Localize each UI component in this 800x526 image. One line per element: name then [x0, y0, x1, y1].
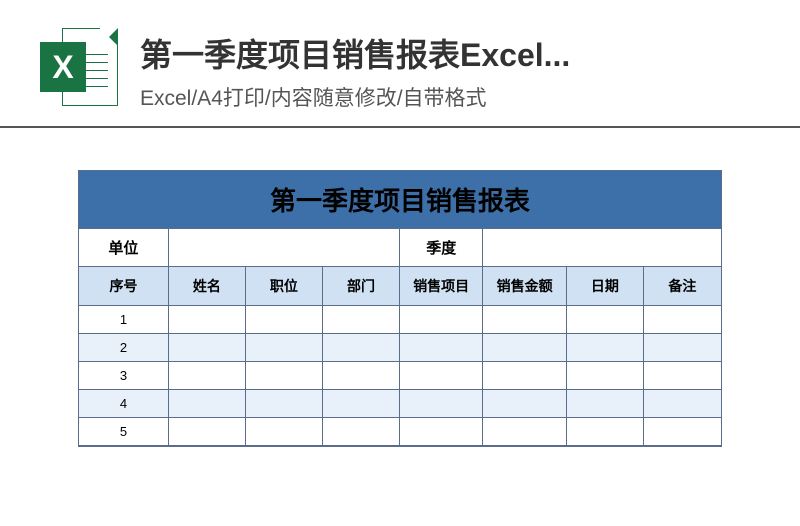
page-subtitle: Excel/A4打印/内容随意修改/自带格式: [140, 82, 760, 112]
table-cell: [567, 418, 644, 446]
table-row: 1: [79, 306, 721, 334]
table-cell: 1: [79, 306, 169, 334]
table-cell: [644, 362, 721, 390]
table-cell: [400, 390, 483, 418]
header-text: 第一季度项目销售报表Excel... Excel/A4打印/内容随意修改/自带格…: [140, 28, 760, 112]
table-cell: [483, 418, 566, 446]
excel-icon-letter: X: [40, 42, 86, 92]
info-row: 单位 季度: [79, 229, 721, 267]
col-header: 序号: [79, 267, 169, 306]
table-cell: [644, 418, 721, 446]
info-quarter-label: 季度: [400, 229, 483, 267]
table-cell: [567, 390, 644, 418]
table-cell: [169, 390, 246, 418]
table-cell: [400, 334, 483, 362]
table-cell: [323, 390, 400, 418]
table-cell: [644, 306, 721, 334]
table-cell: [246, 362, 323, 390]
data-body: 12345: [79, 306, 721, 446]
table-cell: [323, 362, 400, 390]
column-header-row: 序号 姓名 职位 部门 销售项目 销售金额 日期 备注: [79, 267, 721, 306]
table-row: 3: [79, 362, 721, 390]
table-cell: [400, 418, 483, 446]
table-cell: [323, 306, 400, 334]
page-header: X 第一季度项目销售报表Excel... Excel/A4打印/内容随意修改/自…: [0, 0, 800, 128]
col-header: 日期: [567, 267, 644, 306]
table-cell: [567, 362, 644, 390]
sheet-preview: 第一季度项目销售报表 单位 季度 序号 姓名 职位 部门 销售项目 销售金额 日…: [0, 128, 800, 447]
table-cell: [169, 334, 246, 362]
col-header: 部门: [323, 267, 400, 306]
table-cell: [246, 390, 323, 418]
table-cell: [644, 334, 721, 362]
table-cell: [323, 334, 400, 362]
table-cell: [169, 306, 246, 334]
table-cell: [169, 362, 246, 390]
excel-icon: X: [40, 28, 118, 106]
table-cell: [483, 362, 566, 390]
info-unit-value: [169, 229, 400, 267]
table-cell: [246, 418, 323, 446]
col-header: 销售项目: [400, 267, 483, 306]
table-cell: [323, 418, 400, 446]
table-cell: [567, 306, 644, 334]
table-cell: [246, 306, 323, 334]
info-unit-label: 单位: [79, 229, 169, 267]
sheet-title: 第一季度项目销售报表: [79, 171, 721, 229]
col-header: 职位: [246, 267, 323, 306]
page-title: 第一季度项目销售报表Excel...: [140, 30, 760, 76]
table-cell: [169, 418, 246, 446]
sheet: 第一季度项目销售报表 单位 季度 序号 姓名 职位 部门 销售项目 销售金额 日…: [78, 170, 722, 447]
table-cell: [644, 390, 721, 418]
table-cell: 4: [79, 390, 169, 418]
table-row: 4: [79, 390, 721, 418]
col-header: 销售金额: [483, 267, 566, 306]
table-cell: [567, 334, 644, 362]
table-cell: [246, 334, 323, 362]
info-quarter-value: [483, 229, 721, 267]
table-cell: [483, 334, 566, 362]
table-cell: [483, 306, 566, 334]
table-cell: 5: [79, 418, 169, 446]
col-header: 姓名: [169, 267, 246, 306]
table-row: 2: [79, 334, 721, 362]
table-cell: [400, 306, 483, 334]
table-cell: 2: [79, 334, 169, 362]
col-header: 备注: [644, 267, 721, 306]
table-row: 5: [79, 418, 721, 446]
table-cell: [483, 390, 566, 418]
table-cell: [400, 362, 483, 390]
table-cell: 3: [79, 362, 169, 390]
